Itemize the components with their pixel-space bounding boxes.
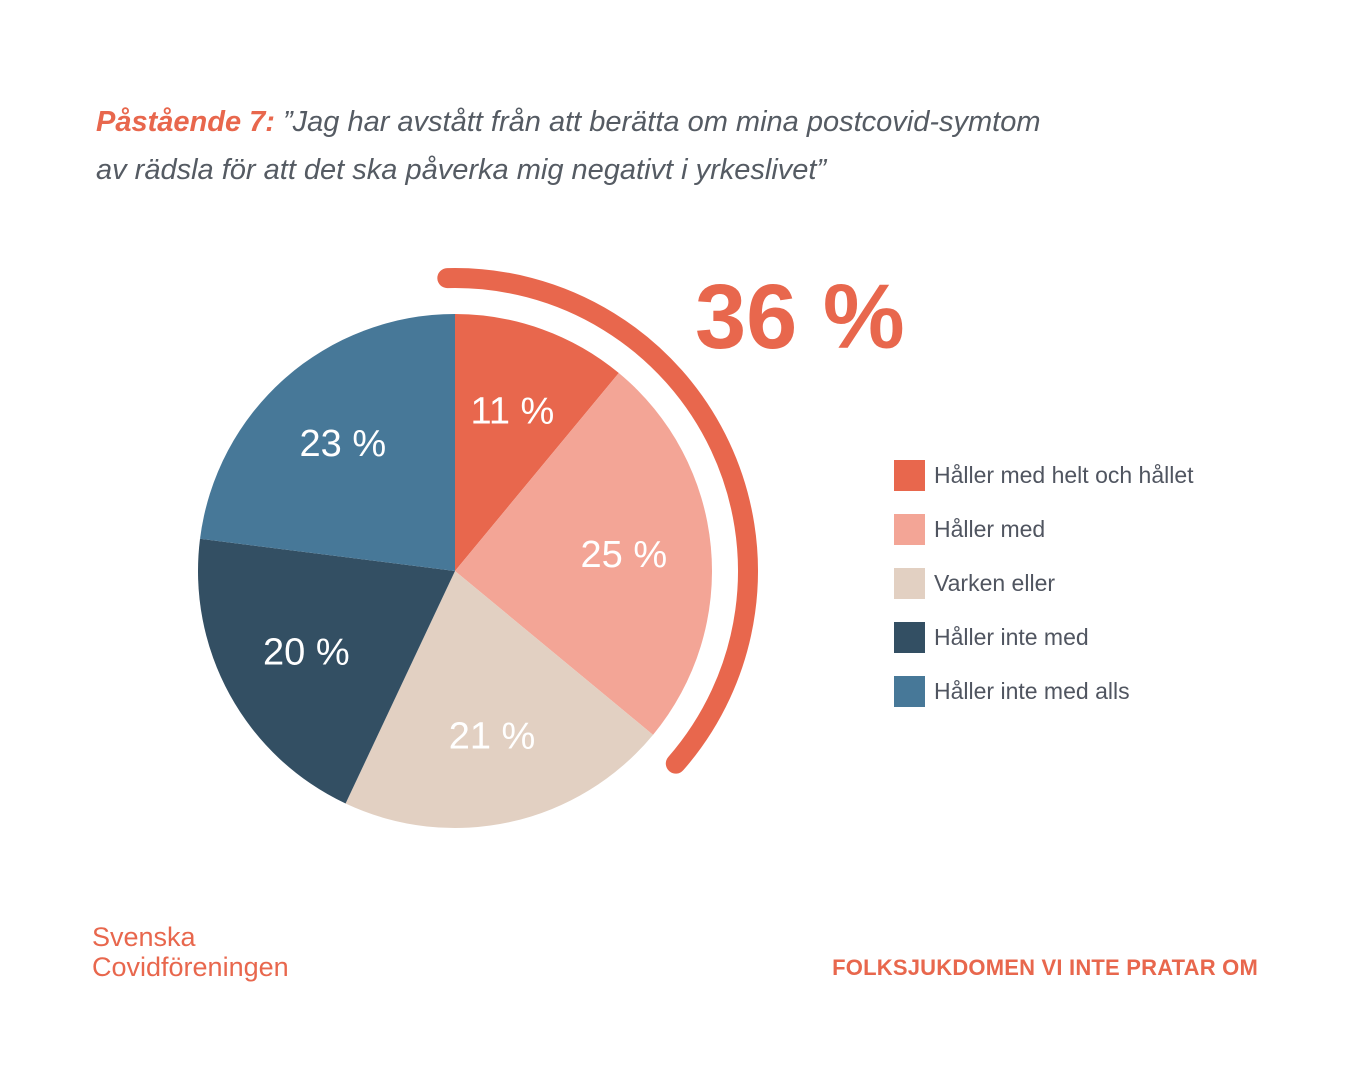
slice-value-label: 11 % [471,390,555,432]
legend-swatch [894,513,925,545]
pie-slice-labels: 11 % 25 % 21 % 20 % 23 % [263,390,667,757]
slice-value-label: 23 % [300,423,387,465]
pie-slice [455,314,619,571]
slice-value-label: 21 % [449,716,536,758]
legend-item: Håller inte med alls [894,675,1194,707]
statement-number: Påstående 7: [96,106,275,138]
legend-item: Håller inte med [894,621,1194,653]
pie-slice [455,372,712,735]
legend-swatch [894,459,925,491]
legend-item: Varken eller [894,567,1194,599]
chart-title: Påstående 7: ”Jag har avstått från att b… [96,98,1056,194]
legend-label: Håller inte med alls [934,677,1130,704]
highlight-arc [437,268,758,774]
legend: Håller med helt och hållet Håller med Vark… [894,459,1194,729]
legend-item: Håller med helt och hållet [894,459,1194,491]
org-name-line2: Covidföreningen [92,952,289,982]
slice-value-label: 20 % [263,632,350,674]
pie-slices [198,314,712,828]
legend-label: Varken eller [934,569,1056,596]
organization-logo: Svenska Covidföreningen [92,922,289,982]
legend-swatch [894,621,925,653]
legend-label: Håller med [934,515,1046,542]
pie-slice [345,571,654,828]
legend-label: Håller med helt och hållet [934,461,1194,488]
statement-text: ”Jag har avstått från att berätta om min… [96,106,1041,186]
slice-value-label: 25 % [581,534,668,576]
highlight-total-label: 36 % [695,266,905,368]
legend-swatch [894,567,925,599]
campaign-tagline: FOLKSJUKDOMEN VI INTE PRATAR OM [832,955,1258,980]
pie-slice [200,314,455,571]
legend-label: Håller inte med [934,623,1089,650]
legend-swatch [894,675,925,707]
pie-slice [198,538,455,804]
legend-item: Håller med [894,513,1194,545]
org-name-line1: Svenska [92,922,196,952]
